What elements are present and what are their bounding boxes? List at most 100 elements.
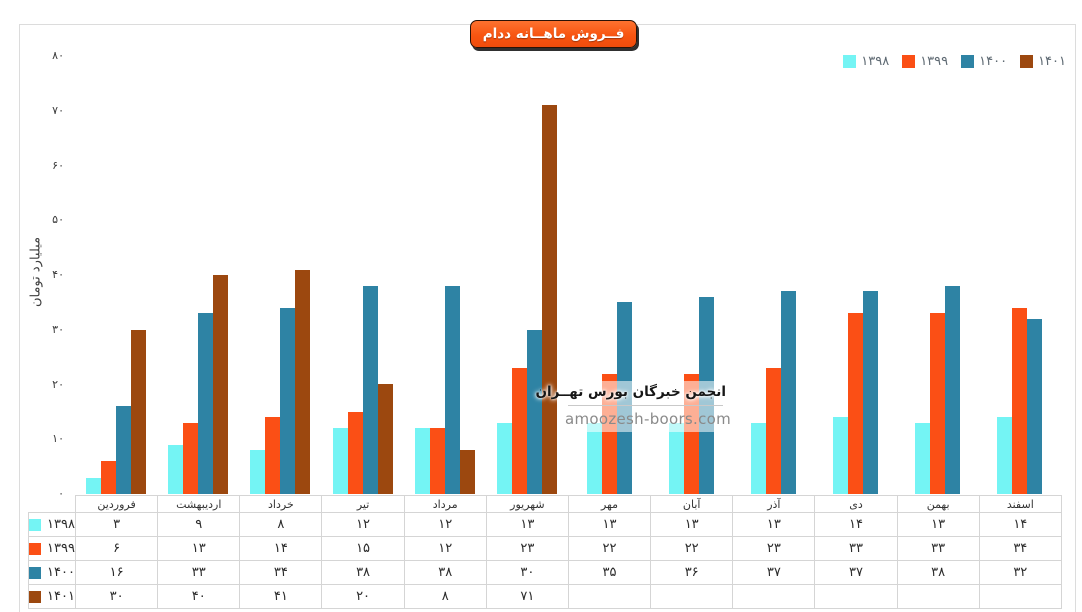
value-cell: ۳۵ [567, 560, 652, 585]
value-cell: ۱۳ [732, 512, 816, 537]
value-cell: ۴۱ [239, 584, 323, 609]
legend-item: ۱۳۹۸ [843, 54, 889, 69]
bar-مرداد-۱۳۹۹ [429, 428, 445, 494]
year-label: ۱۴۰۱ [47, 589, 75, 604]
bar-مرداد-۱۴۰۱ [459, 450, 475, 494]
bar-خرداد-۱۳۹۸ [250, 450, 266, 494]
legend-swatch-icon [961, 55, 975, 68]
value-cell: ۸ [239, 512, 323, 537]
bar-خرداد-۱۴۰۰ [280, 308, 296, 494]
value-cell: ۲۲ [650, 536, 734, 561]
bar-شهریور-۱۳۹۸ [496, 423, 512, 494]
bar-آذر-۱۴۰۰ [780, 291, 796, 494]
value-cell: ۱۴ [814, 512, 898, 537]
bar-خرداد-۱۳۹۹ [265, 417, 281, 494]
value-cell: ۲۲ [567, 536, 652, 561]
year-swatch-icon [29, 590, 42, 603]
y-axis-tick: ۱۰ [52, 432, 64, 446]
value-cell: ۳۲ [978, 560, 1062, 585]
value-cell: ۱۴ [978, 512, 1062, 537]
bar-تیر-۱۳۹۹ [347, 412, 363, 494]
month-header-cell: فروردین [74, 495, 159, 513]
watermark-org-text: انجمن خبرگان بورس تهــران [535, 384, 727, 400]
bar-اردیبهشت-۱۴۰۰ [198, 313, 214, 494]
table-row-۱۴۰۰: ۱۴۰۰ ۱۶ ۳۳ ۳۴ ۳۸ ۳۸ ۳۰ ۳۵ ۳۶ ۳۷ ۳۷ ۳۸ ۳۲ [28, 560, 1062, 585]
year-label-cell: ۱۳۹۹ [28, 536, 76, 561]
bar-اسفند-۱۳۹۹ [1012, 308, 1028, 494]
legend-swatch-icon [902, 55, 916, 68]
value-cell: ۳۳ [896, 536, 980, 561]
data-table: فروردین اردیبهشت خرداد تیر مرداد شهریور مهر آبا… [28, 495, 1062, 609]
bar-فروردین-۱۴۰۱ [131, 330, 147, 494]
bar-فروردین-۱۴۰۰ [116, 406, 132, 494]
y-axis-tick: ۸۰ [52, 49, 64, 62]
y-axis-tick: ۳۰ [52, 322, 64, 336]
y-axis-tick: ۷۰ [52, 103, 64, 117]
legend-label: ۱۴۰۰ [979, 54, 1008, 69]
month-header-cell: خرداد [239, 495, 323, 513]
month-header-cell: شهریور [485, 495, 569, 513]
legend-swatch-icon [843, 55, 857, 68]
chart-title-text: فــروش ماهــانه ددام [482, 26, 625, 42]
chart-title: فــروش ماهــانه ددام [470, 20, 637, 48]
month-header-cell: مهر [567, 495, 652, 513]
value-cell: ۱۲ [403, 536, 487, 561]
y-axis-tick: ۶۰ [52, 158, 64, 172]
value-cell: ۳۶ [650, 560, 734, 585]
year-swatch-icon [29, 542, 42, 555]
year-label: ۱۴۰۰ [47, 565, 75, 580]
bar-دی-۱۳۹۹ [848, 313, 864, 494]
month-header-cell: تیر [321, 495, 405, 513]
legend-label: ۱۴۰۱ [1038, 54, 1066, 69]
value-cell: ۱۴ [239, 536, 323, 561]
y-axis-tick: ۲۰ [52, 377, 64, 391]
bar-اسفند-۱۳۹۸ [997, 417, 1013, 494]
bar-بهمن-۱۴۰۰ [945, 286, 961, 494]
bar-بهمن-۱۳۹۸ [915, 423, 931, 494]
value-cell: ۱۲ [321, 512, 405, 537]
bar-مهر-۱۳۹۸ [586, 423, 602, 494]
value-cell: ۶ [74, 536, 159, 561]
month-header-cell: مرداد [403, 495, 487, 513]
watermark: انجمن خبرگان بورس تهــران amoozesh-boors… [535, 381, 732, 432]
value-cell: ۳۸ [896, 560, 980, 585]
value-cell: ۳۴ [239, 560, 323, 585]
value-cell: ۳ [74, 512, 159, 537]
bar-دی-۱۴۰۰ [863, 291, 879, 494]
bar-خرداد-۱۴۰۱ [295, 270, 311, 494]
value-cell: ۱۳ [650, 512, 734, 537]
legend: ۱۳۹۸ ۱۳۹۹ ۱۴۰۰ ۱۴۰۱ [843, 54, 1066, 69]
value-cell [978, 584, 1062, 609]
value-cell: ۳۷ [732, 560, 816, 585]
legend-label: ۱۳۹۹ [920, 54, 949, 69]
value-cell: ۱۳ [567, 512, 652, 537]
table-row-۱۳۹۹: ۱۳۹۹ ۶ ۱۳ ۱۴ ۱۵ ۱۲ ۲۳ ۲۲ ۲۲ ۲۳ ۳۳ ۳۳ ۳۴ [28, 536, 1062, 561]
watermark-site-text: amoozesh-boors.com [565, 410, 732, 428]
table-row-۱۴۰۱: ۱۴۰۱ ۳۰ ۴۰ ۴۱ ۲۰ ۸ ۷۱ [28, 584, 1062, 609]
month-header-cell: آبان [650, 495, 734, 513]
month-header-cell: اسفند [978, 495, 1062, 513]
bar-فروردین-۱۳۹۹ [101, 461, 117, 494]
value-cell: ۹ [157, 512, 241, 537]
legend-swatch-icon [1020, 55, 1034, 68]
value-cell: ۲۳ [485, 536, 569, 561]
value-cell: ۲۰ [321, 584, 405, 609]
value-cell: ۳۸ [321, 560, 405, 585]
month-header-cell: اردیبهشت [157, 495, 241, 513]
year-label-cell: ۱۳۹۸ [28, 512, 76, 537]
value-cell: ۱۳ [896, 512, 980, 537]
value-cell: ۳۰ [485, 560, 569, 585]
bar-اردیبهشت-۱۳۹۸ [168, 445, 184, 494]
value-cell: ۱۵ [321, 536, 405, 561]
value-cell: ۳۸ [403, 560, 487, 585]
bar-اردیبهشت-۱۴۰۱ [213, 275, 229, 494]
bar-دی-۱۳۹۸ [833, 417, 849, 494]
bar-اردیبهشت-۱۳۹۹ [183, 423, 199, 494]
value-cell: ۱۳ [485, 512, 569, 537]
year-swatch-icon [29, 518, 42, 531]
value-cell: ۷۱ [485, 584, 569, 609]
value-cell: ۳۳ [814, 536, 898, 561]
month-header-cell: دی [814, 495, 898, 513]
watermark-divider [568, 405, 723, 406]
